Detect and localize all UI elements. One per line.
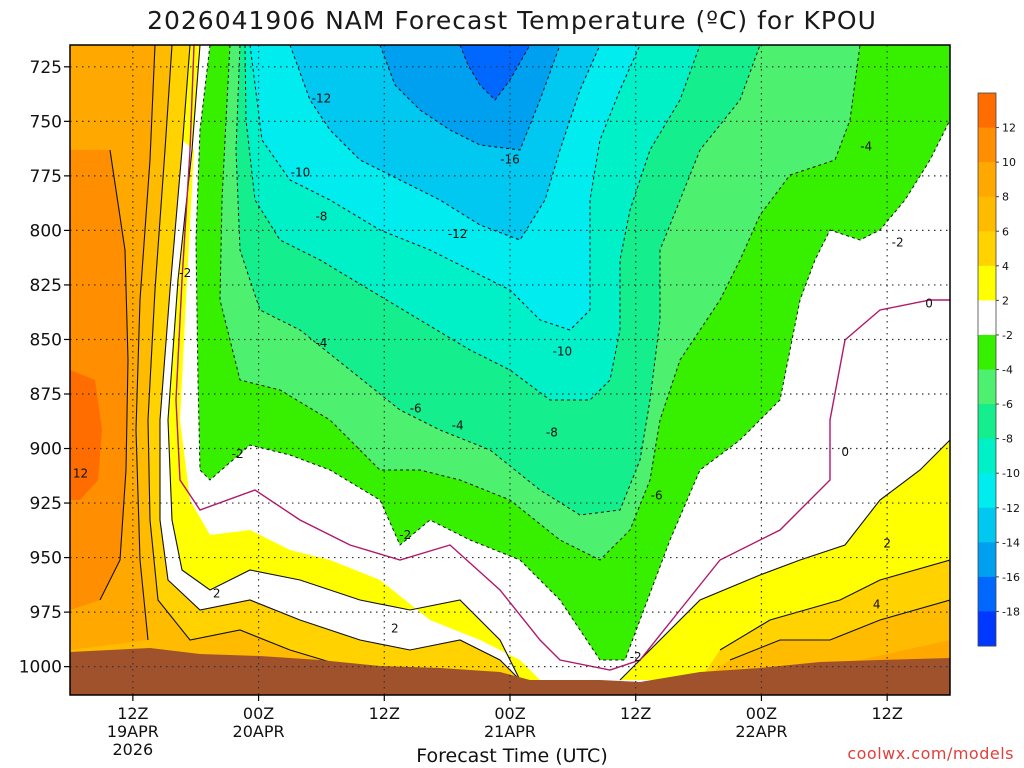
colorbar: 12 10 8 6 4 2 -2 -4 -6 -8 -10 -12 -14 -16 -18 xyxy=(977,92,1020,647)
contour-label: -8 xyxy=(315,209,327,223)
y-tick-label: 950 xyxy=(30,549,62,569)
terrain xyxy=(70,648,950,695)
y-tick-label: 725 xyxy=(30,58,62,78)
contour-label: -12 xyxy=(312,92,332,106)
colorbar-swatch xyxy=(978,576,996,612)
x-tick-label: 21APR xyxy=(484,722,536,741)
region-gt12 xyxy=(70,370,102,500)
contour-label: -10 xyxy=(553,345,573,359)
x-axis-label: Forecast Time (UTC) xyxy=(416,745,608,767)
colorbar-swatch xyxy=(978,542,996,578)
contour-label: -2 xyxy=(232,447,244,461)
contour-label: 2 xyxy=(391,622,399,636)
contour-label: -2 xyxy=(892,235,904,249)
y-tick-label: 850 xyxy=(30,330,62,350)
colorbar-swatch xyxy=(978,507,996,543)
x-tick-label: 12Z xyxy=(117,704,148,723)
colorbar-swatch xyxy=(978,127,996,163)
colorbar-label: -18 xyxy=(1002,605,1020,618)
y-tick-label: 825 xyxy=(30,276,62,296)
x-tick-label: 12Z xyxy=(369,704,400,723)
contour-label: -2 xyxy=(630,650,642,664)
x-tick-label: 12Z xyxy=(871,704,902,723)
y-tick-label: 750 xyxy=(30,112,62,132)
region-lt16 xyxy=(460,45,530,100)
colorbar-label: -14 xyxy=(1002,536,1020,549)
y-tick-label: 1000 xyxy=(19,658,62,678)
colorbar-swatch xyxy=(978,162,996,198)
warm-contours xyxy=(99,45,950,681)
colorbar-swatch xyxy=(978,404,996,440)
y-axis: 725 750 775 800 825 850 875 900 925 950 975 1000 xyxy=(19,58,70,678)
chart-title: 2026041906 NAM Forecast Temperature (ºC)… xyxy=(147,6,877,35)
colorbar-label: -12 xyxy=(1002,502,1020,515)
colorbar-label: 6 xyxy=(1002,225,1009,238)
colorbar-label: -2 xyxy=(1002,329,1013,342)
x-tick-label: 2026 xyxy=(112,740,153,759)
colorbar-label: 2 xyxy=(1002,294,1009,307)
contour-label: -4 xyxy=(315,336,327,350)
colorbar-swatch xyxy=(978,265,996,301)
colorbar-swatch xyxy=(978,231,996,267)
colorbar-label: -4 xyxy=(1002,364,1013,377)
colorbar-label: -8 xyxy=(1002,433,1013,446)
contour-label: -12 xyxy=(448,227,468,241)
colorbar-swatch xyxy=(978,300,996,336)
contour-label: 12 xyxy=(73,467,88,481)
contour-label: -6 xyxy=(651,489,663,503)
x-tick-label: 00Z xyxy=(494,704,525,723)
region-6to8 xyxy=(70,45,950,680)
credit-text: coolwx.com/models xyxy=(847,744,1014,763)
colorbar-swatch xyxy=(978,611,996,647)
y-tick-label: 800 xyxy=(30,221,62,241)
colorbar-swatch xyxy=(978,334,996,370)
contour-label: -10 xyxy=(291,166,311,180)
contour-label: -2 xyxy=(399,528,411,542)
colorbar-label: 12 xyxy=(1002,122,1016,135)
contour-labels: -12 -10 -8 -12 -16 -2 -4 -10 -6 -4 -8 -6 -2 -2 2 2 -2 -4 -… xyxy=(73,92,933,664)
contour-label: -8 xyxy=(546,425,558,439)
colorbar-label: 4 xyxy=(1002,260,1009,273)
cold-contours xyxy=(195,45,950,661)
contour-label: -4 xyxy=(860,140,872,154)
x-tick-label: 19APR xyxy=(107,722,159,741)
y-tick-label: 925 xyxy=(30,494,62,514)
y-tick-label: 875 xyxy=(30,385,62,405)
colorbar-label: -6 xyxy=(1002,398,1013,411)
x-tick-label: 00Z xyxy=(243,704,274,723)
colorbar-label: -16 xyxy=(1002,571,1020,584)
colorbar-label: -10 xyxy=(1002,467,1020,480)
contour-label: -16 xyxy=(500,153,520,167)
colorbar-swatch xyxy=(978,473,996,509)
x-tick-label: 22APR xyxy=(735,722,787,741)
y-tick-label: 975 xyxy=(30,603,62,623)
colorbar-swatch xyxy=(978,93,996,129)
contour-label: -6 xyxy=(410,401,422,415)
colorbar-swatch xyxy=(978,196,996,232)
x-tick-label: 20APR xyxy=(233,722,285,741)
grid xyxy=(70,45,950,695)
colorbar-swatch xyxy=(978,438,996,474)
y-tick-label: 775 xyxy=(30,167,62,187)
colorbar-swatch xyxy=(978,369,996,405)
contour-label: 2 xyxy=(213,587,221,601)
contour-label: 4 xyxy=(873,598,881,612)
contour-label: 0 xyxy=(925,297,933,311)
contour-label: 2 xyxy=(883,536,891,550)
colorbar-label: 8 xyxy=(1002,191,1009,204)
x-tick-label: 12Z xyxy=(620,704,651,723)
contour-label: -4 xyxy=(452,419,464,433)
contour-label: -2 xyxy=(179,266,191,280)
x-tick-label: 00Z xyxy=(746,704,777,723)
y-tick-label: 900 xyxy=(30,440,62,460)
contour-label: 0 xyxy=(841,445,849,459)
freezing-contour xyxy=(175,45,950,671)
colorbar-label: 10 xyxy=(1002,156,1016,169)
